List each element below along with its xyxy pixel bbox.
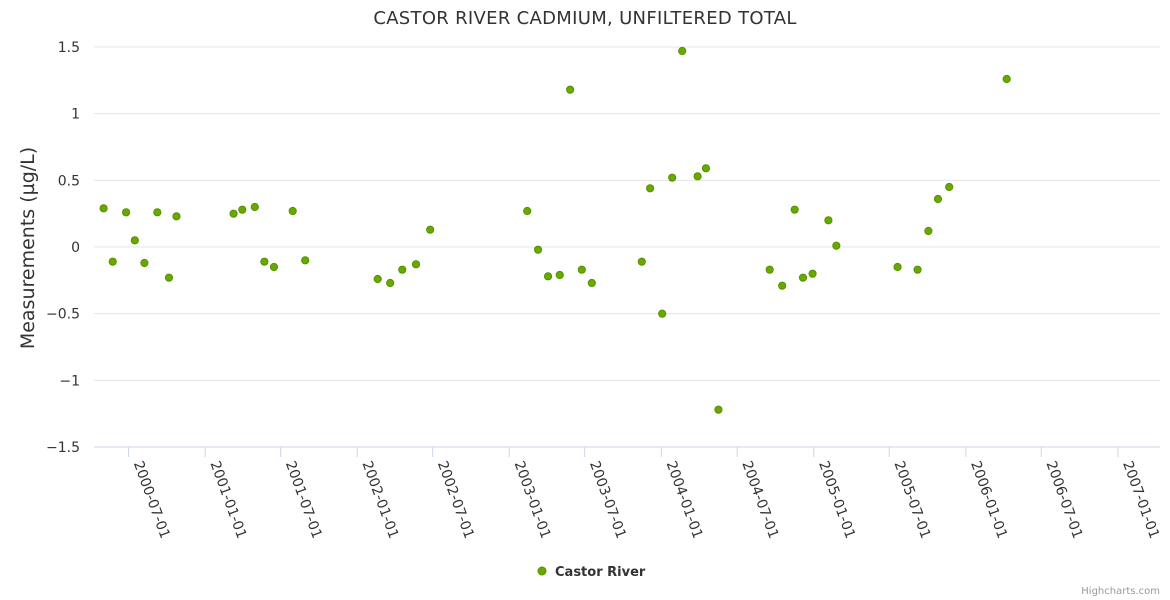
data-point[interactable] [301, 256, 310, 265]
data-point[interactable] [924, 226, 933, 236]
data-point[interactable] [99, 204, 108, 213]
y-tick-label: 1.5 [58, 40, 80, 56]
legend[interactable]: Castor River [537, 565, 646, 580]
data-point[interactable] [637, 257, 646, 266]
x-tick-label: 2004-07-01 [738, 459, 781, 541]
data-point[interactable] [566, 85, 575, 94]
data-point[interactable] [693, 172, 702, 181]
data-point[interactable] [824, 216, 833, 225]
x-tick-label: 2004-01-01 [663, 459, 706, 541]
y-gridlines [94, 46, 1160, 381]
data-point[interactable] [933, 194, 943, 204]
data-point[interactable] [790, 205, 799, 214]
data-point[interactable] [386, 278, 395, 288]
data-point[interactable] [121, 208, 131, 217]
data-point[interactable] [778, 281, 787, 290]
x-axis-ticks: 2000-07-01 2001-01-01 2001-07-01 2002-01-01… [128, 447, 1162, 541]
data-point[interactable] [945, 182, 954, 192]
x-tick-label: 2002-07-01 [434, 459, 477, 541]
data-point[interactable] [260, 257, 269, 266]
data-point[interactable] [587, 278, 596, 288]
y-tick-label: −0.5 [46, 307, 80, 323]
x-tick-label: 2005-07-01 [890, 459, 933, 541]
data-point[interactable] [523, 206, 532, 216]
data-point[interactable] [543, 272, 553, 281]
data-point[interactable] [714, 405, 723, 414]
data-point[interactable] [533, 245, 543, 254]
data-point[interactable] [288, 206, 297, 216]
x-tick-label: 2005-01-01 [815, 459, 858, 541]
data-point[interactable] [172, 212, 181, 221]
x-tick-label: 2001-01-01 [206, 459, 249, 541]
data-point[interactable] [668, 173, 677, 182]
credits-link[interactable]: Highcharts.com [1081, 586, 1160, 597]
data-point[interactable] [808, 269, 817, 278]
data-point[interactable] [678, 46, 687, 56]
data-point[interactable] [1002, 74, 1011, 84]
data-point[interactable] [153, 208, 162, 217]
data-point[interactable] [577, 265, 586, 274]
data-point[interactable] [646, 184, 655, 193]
data-point[interactable] [701, 164, 711, 173]
x-tick-label: 2007-01-01 [1119, 459, 1162, 541]
y-tick-label: 0 [71, 240, 80, 256]
data-point[interactable] [130, 236, 139, 245]
data-point[interactable] [765, 265, 774, 274]
x-tick-label: 2002-01-01 [359, 459, 402, 541]
data-point[interactable] [398, 265, 407, 274]
x-tick-label: 2006-07-01 [1043, 459, 1086, 541]
data-point[interactable] [373, 274, 382, 284]
series-castor-river[interactable] [99, 46, 1011, 414]
data-point[interactable] [411, 260, 421, 269]
data-point[interactable] [269, 262, 279, 272]
data-point[interactable] [913, 265, 922, 274]
data-point[interactable] [893, 262, 902, 272]
data-point[interactable] [229, 209, 238, 218]
chart-title: CASTOR RIVER CADMIUM, UNFILTERED TOTAL [373, 8, 796, 29]
y-tick-label: −1 [59, 373, 80, 389]
data-point[interactable] [832, 241, 841, 250]
x-tick-label: 2003-01-01 [511, 459, 554, 541]
y-tick-label: −1.5 [46, 440, 80, 456]
y-tick-label: 0.5 [58, 173, 80, 189]
data-point[interactable] [798, 273, 808, 282]
data-point[interactable] [238, 205, 247, 214]
y-axis-title: Measurements (µg/L) [17, 147, 39, 349]
data-point[interactable] [658, 309, 667, 318]
x-tick-label: 2001-07-01 [282, 459, 325, 541]
y-tick-label: 1 [71, 107, 80, 123]
legend-marker-icon [537, 566, 547, 576]
data-point[interactable] [250, 202, 259, 212]
data-point[interactable] [426, 225, 435, 234]
data-point[interactable] [140, 258, 149, 268]
data-point[interactable] [555, 270, 564, 280]
x-tick-label: 2000-07-01 [130, 459, 173, 541]
data-point[interactable] [108, 257, 117, 266]
x-tick-label: 2006-01-01 [967, 459, 1010, 541]
legend-item-castor-river[interactable]: Castor River [537, 565, 646, 580]
data-point[interactable] [164, 273, 174, 282]
y-axis-ticks: 1.5 1 0.5 0 −0.5 −1 −1.5 [46, 40, 80, 456]
legend-label: Castor River [555, 565, 646, 580]
x-tick-label: 2003-07-01 [586, 459, 629, 541]
